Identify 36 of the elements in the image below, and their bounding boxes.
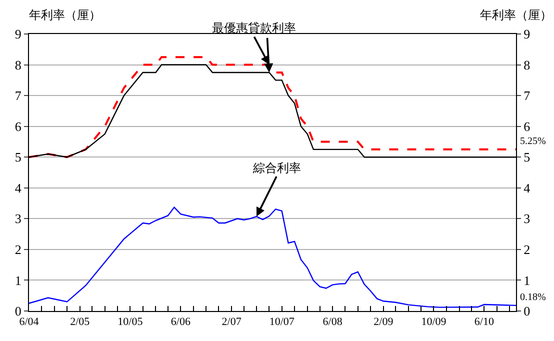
y-tick-label: 1: [14, 272, 22, 288]
line-series: [29, 206, 516, 308]
y-axis-title: 年利率（厘）: [29, 8, 101, 22]
y2-tick-label: 6: [524, 118, 531, 134]
y2-tick-label: 0: [524, 304, 530, 319]
x-tick-label: 2/09: [374, 316, 394, 328]
y2-tick-label: 7: [524, 88, 531, 104]
x-tick-label: 6/08: [322, 316, 343, 328]
y2-axis-title: 年利率（厘）: [480, 8, 552, 22]
x-tick-label: 10/09: [421, 316, 447, 328]
y-tick-label: 2: [14, 242, 22, 257]
x-tick-label: 6/10: [474, 316, 494, 328]
x-tick-label: 2/05: [70, 316, 90, 328]
annotation: 0.18%: [520, 292, 546, 303]
y2-tick-label: 1: [524, 272, 530, 288]
x-tick-label: 10/05: [118, 316, 144, 328]
y-tick-label: 3: [14, 211, 22, 226]
x-tick-label: 10/07: [269, 316, 295, 328]
y-tick-label: 4: [14, 180, 22, 196]
annotation: 綜合利率: [252, 161, 301, 175]
y2-tick-label: 4: [524, 180, 531, 196]
x-tick-label: 6/04: [19, 316, 40, 328]
y-tick-label: 6: [14, 118, 22, 134]
y-tick-label: 9: [14, 26, 22, 42]
y2-tick-label: 5: [524, 150, 530, 165]
y-tick-label: 5: [14, 150, 22, 165]
y-tick-label: 8: [14, 57, 22, 72]
y2-tick-label: 9: [524, 26, 530, 42]
y2-tick-label: 2: [524, 242, 530, 257]
x-tick-label: 2/07: [222, 316, 242, 328]
y2-tick-label: 3: [524, 211, 530, 226]
y-tick-label: 7: [14, 88, 22, 104]
annotation: 5.25%: [520, 136, 546, 147]
y-tick-label: 0: [14, 304, 22, 319]
x-tick-label: 6/06: [170, 316, 191, 328]
y2-tick-label: 8: [524, 57, 530, 72]
